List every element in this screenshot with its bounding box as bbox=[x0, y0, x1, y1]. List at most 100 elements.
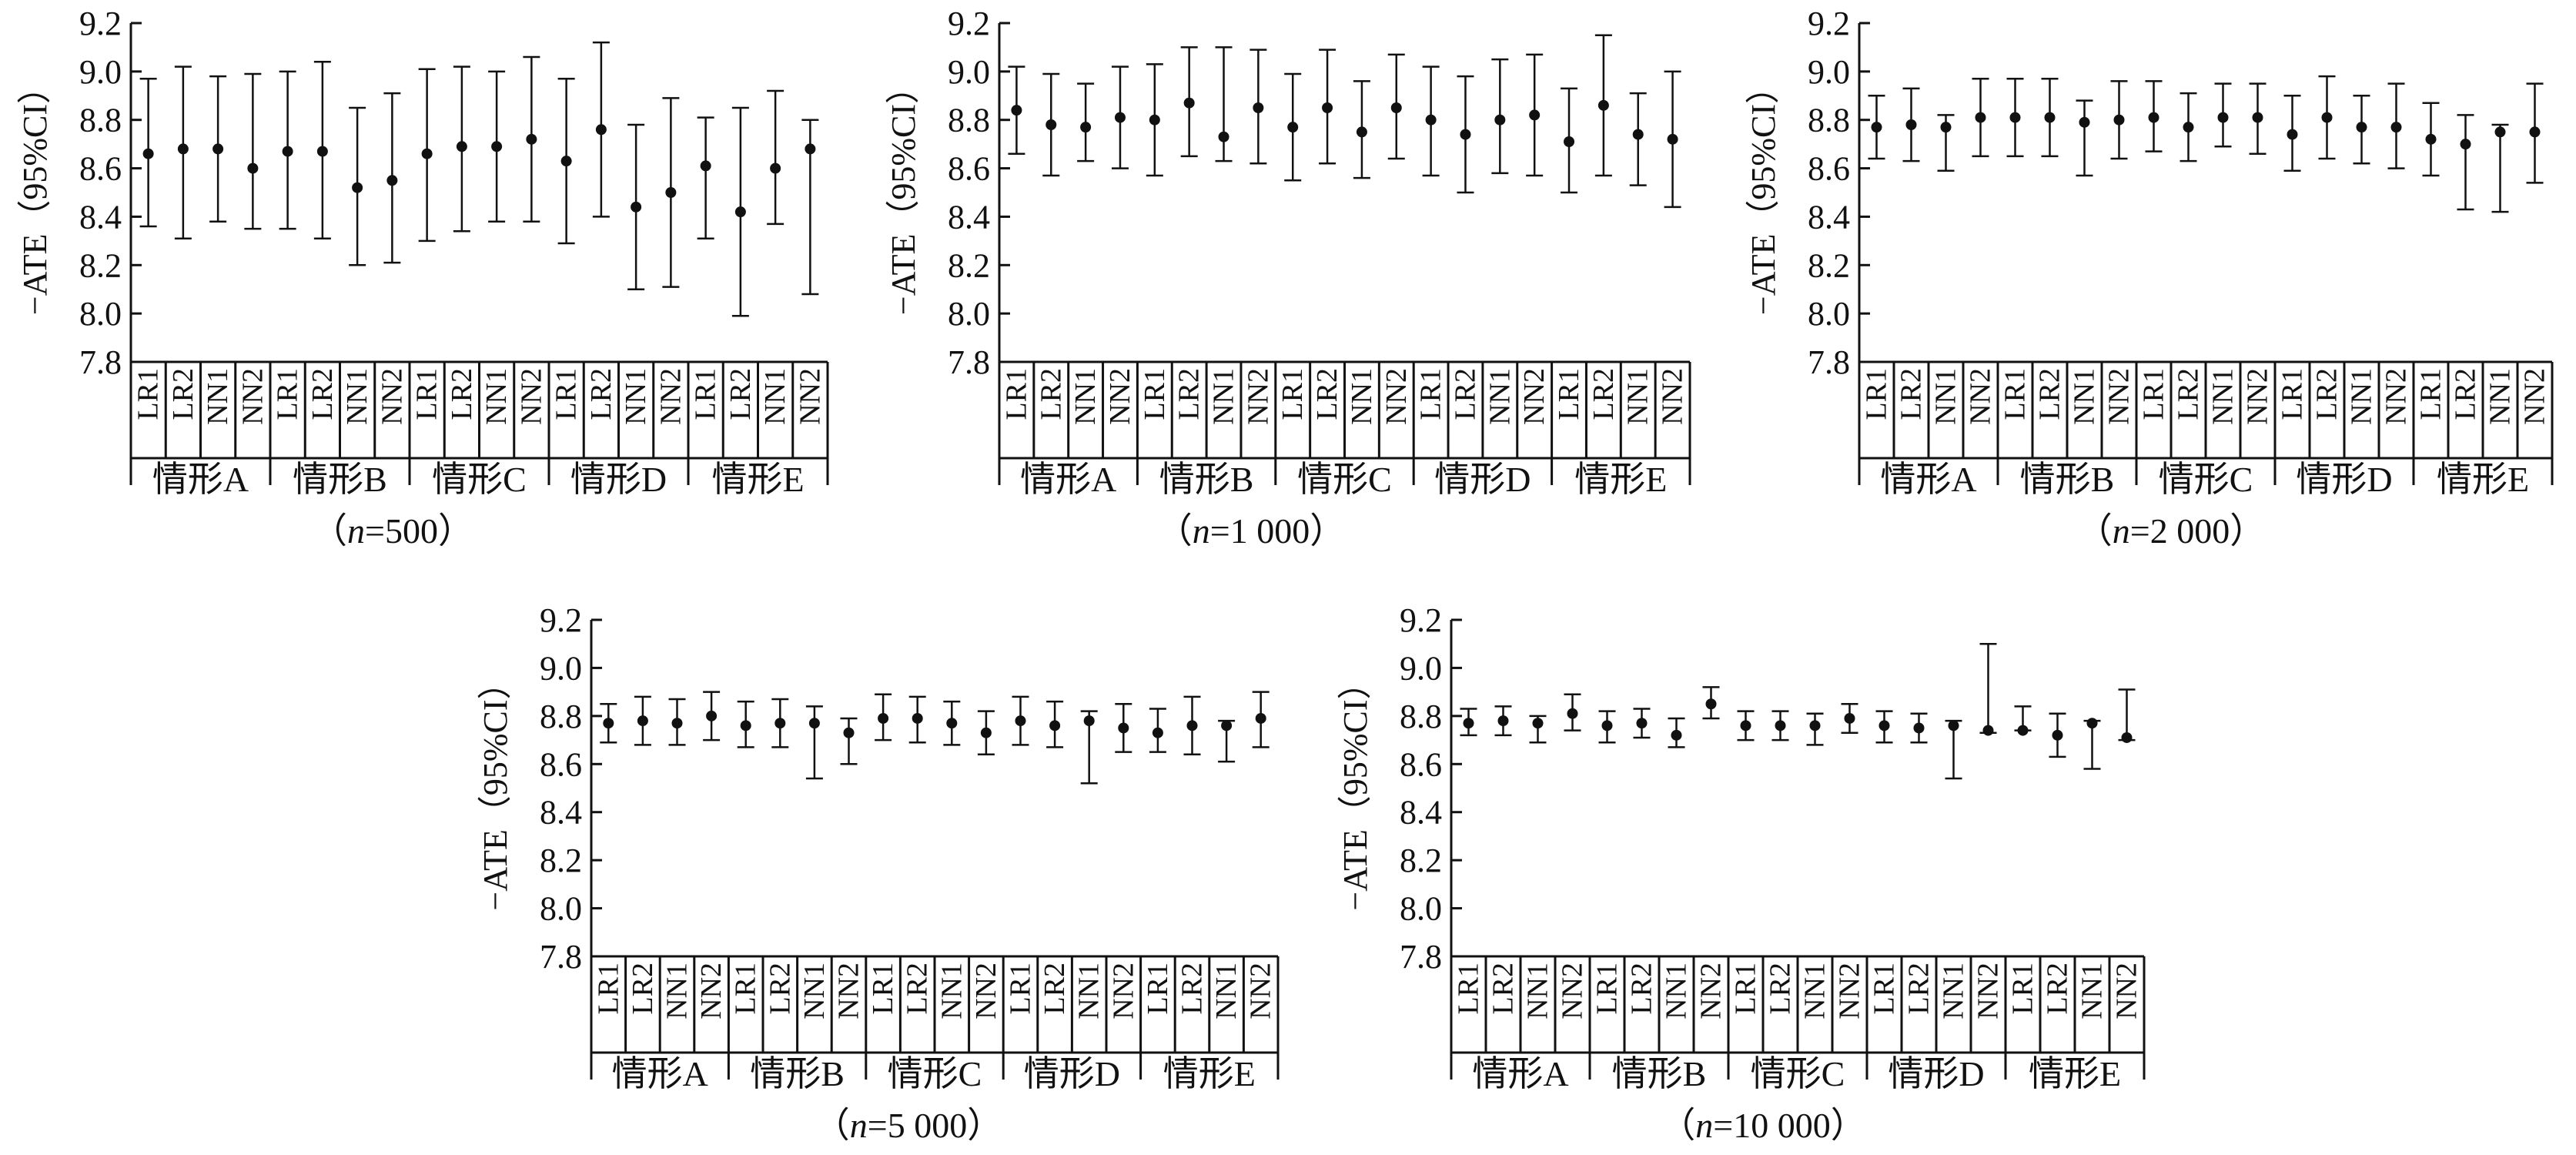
data-point bbox=[912, 712, 923, 724]
category-label: LR1 bbox=[730, 962, 762, 1015]
data-point bbox=[1152, 727, 1163, 738]
error-bar bbox=[2249, 82, 2267, 155]
error-bar bbox=[2110, 80, 2128, 160]
group-label: 情形B bbox=[293, 460, 387, 499]
data-point bbox=[2529, 126, 2541, 138]
y-tick-label: 8.8 bbox=[948, 102, 990, 139]
category-label: LR1 bbox=[867, 962, 899, 1015]
data-point bbox=[1671, 729, 1682, 741]
y-axis-title: −ATE（95%CI） bbox=[1337, 665, 1374, 910]
data-point bbox=[1913, 722, 1925, 734]
data-point bbox=[1982, 725, 1994, 736]
data-point bbox=[1390, 102, 1402, 113]
error-bar bbox=[1910, 712, 1928, 744]
data-point bbox=[843, 727, 855, 738]
error-bar bbox=[1218, 719, 1236, 763]
error-bar bbox=[2145, 80, 2163, 152]
error-bar bbox=[703, 691, 721, 742]
data-point bbox=[456, 141, 467, 152]
group-label: 情形C bbox=[432, 460, 527, 499]
group-label: 情形C bbox=[2159, 460, 2253, 499]
data-point bbox=[740, 720, 751, 732]
panel-caption: （n=2 000） bbox=[2077, 511, 2265, 551]
data-point bbox=[595, 124, 607, 136]
category-label: LR2 bbox=[724, 368, 757, 420]
group-label: 情形D bbox=[1888, 1054, 1984, 1093]
data-point bbox=[1632, 129, 1644, 140]
category-label: LR1 bbox=[1142, 962, 1174, 1015]
group-label: 情形D bbox=[1434, 460, 1531, 499]
data-point bbox=[946, 718, 958, 729]
category-label: LR1 bbox=[1139, 368, 1171, 420]
data-point bbox=[1636, 718, 1648, 729]
error-bar bbox=[1457, 75, 1474, 194]
data-point bbox=[631, 201, 642, 213]
data-point bbox=[1118, 722, 1129, 734]
error-bar bbox=[1561, 87, 1578, 194]
y-tick-label: 8.6 bbox=[1400, 745, 1442, 783]
data-point bbox=[1011, 105, 1022, 116]
data-point bbox=[1948, 720, 1959, 732]
y-tick-label: 8.6 bbox=[79, 150, 122, 188]
category-label: LR1 bbox=[550, 368, 583, 420]
data-point bbox=[2252, 112, 2263, 123]
y-tick-label: 8.4 bbox=[1400, 794, 1442, 832]
y-axis-title: −ATE（95%CI） bbox=[16, 70, 54, 315]
error-bar bbox=[1564, 693, 1581, 732]
category-label: LR2 bbox=[1311, 368, 1343, 420]
y-tick-label: 9.0 bbox=[79, 53, 122, 91]
data-point bbox=[774, 718, 786, 729]
category-label: NN1 bbox=[202, 368, 234, 425]
error-bar bbox=[418, 68, 436, 243]
error-bar bbox=[2387, 82, 2405, 169]
y-tick-label: 8.6 bbox=[1808, 150, 1850, 188]
category-label: NN1 bbox=[661, 962, 694, 1019]
y-tick-label: 8.2 bbox=[1808, 246, 1850, 284]
data-point bbox=[1460, 129, 1471, 140]
category-label: LR1 bbox=[2138, 368, 2170, 420]
y-axis-title: −ATE（95%CI） bbox=[1745, 70, 1782, 315]
error-bar bbox=[1149, 708, 1166, 753]
category-label: NN2 bbox=[1518, 368, 1551, 425]
y-tick-label: 8.4 bbox=[79, 198, 122, 236]
data-point bbox=[808, 718, 820, 729]
error-bar bbox=[1529, 715, 1547, 744]
data-point bbox=[1083, 715, 1095, 727]
data-point bbox=[700, 160, 711, 172]
data-point bbox=[142, 148, 154, 159]
category-label: NN2 bbox=[1242, 368, 1274, 425]
data-point bbox=[386, 175, 398, 186]
error-bar bbox=[1937, 114, 1955, 172]
error-bar bbox=[1183, 695, 1201, 756]
error-bar bbox=[1491, 58, 1509, 175]
group-label: 情形C bbox=[1751, 1054, 1845, 1093]
y-tick-label: 8.8 bbox=[1400, 698, 1442, 735]
y-tick-label: 9.0 bbox=[540, 649, 582, 687]
data-point bbox=[2460, 139, 2471, 150]
error-bar bbox=[488, 70, 506, 223]
data-point bbox=[2183, 122, 2194, 133]
category-label: LR1 bbox=[1276, 368, 1309, 420]
category-label: LR2 bbox=[585, 368, 617, 420]
group-label: 情形B bbox=[750, 1054, 845, 1093]
error-bar bbox=[1737, 710, 1755, 742]
error-bar bbox=[662, 97, 680, 288]
category-label: NN1 bbox=[2076, 962, 2109, 1019]
group-label: 情形A bbox=[1020, 460, 1116, 499]
error-bar bbox=[1841, 703, 1858, 734]
error-bar bbox=[1008, 65, 1025, 155]
chart-panel-5: 7.88.08.28.48.68.89.09.2−ATE（95%CI）LR1 LR… bbox=[1337, 601, 2146, 1145]
y-tick-label: 8.2 bbox=[79, 246, 122, 284]
category-label: LR1 bbox=[1730, 962, 1762, 1015]
error-bar bbox=[805, 705, 823, 780]
data-point bbox=[2044, 112, 2056, 123]
category-label: LR2 bbox=[2042, 962, 2074, 1015]
error-bar bbox=[244, 72, 262, 230]
data-point bbox=[805, 143, 816, 155]
data-point bbox=[1940, 122, 1952, 133]
data-point bbox=[2217, 112, 2229, 123]
y-tick-label: 8.0 bbox=[540, 890, 582, 928]
category-label: NN1 bbox=[798, 962, 831, 1019]
data-point bbox=[1497, 715, 1509, 727]
category-label: LR2 bbox=[902, 962, 934, 1015]
